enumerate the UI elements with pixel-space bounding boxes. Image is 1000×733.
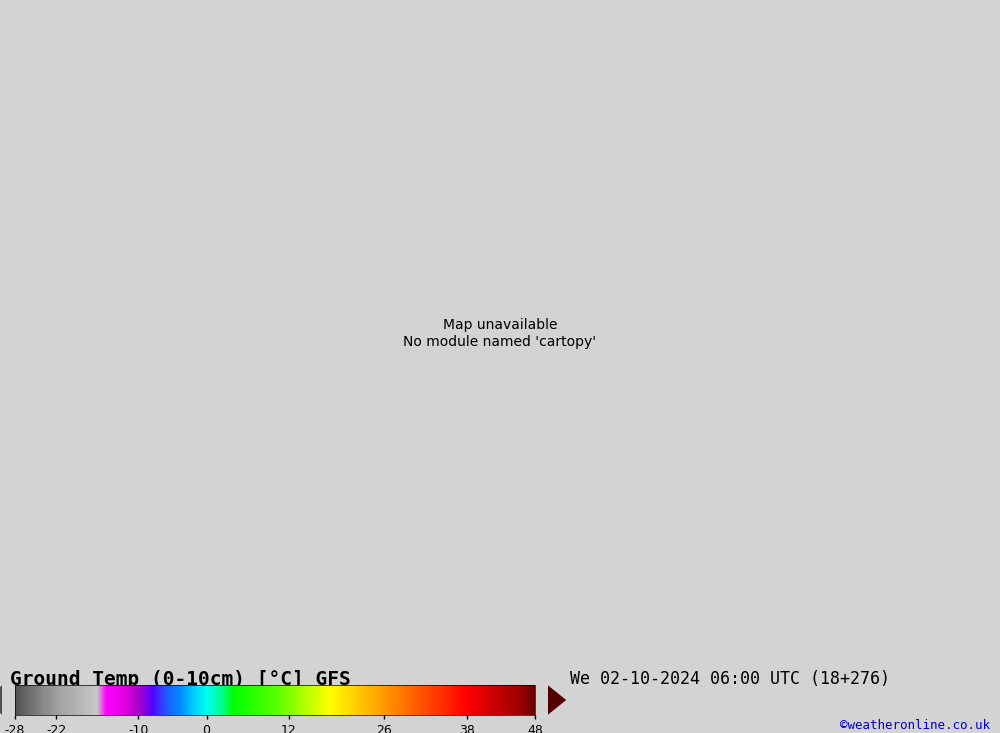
Text: ©weatheronline.co.uk: ©weatheronline.co.uk — [840, 719, 990, 732]
Polygon shape — [548, 685, 566, 715]
Text: Ground Temp (0-10cm) [°C] GFS: Ground Temp (0-10cm) [°C] GFS — [10, 670, 351, 689]
Text: We 02-10-2024 06:00 UTC (18+276): We 02-10-2024 06:00 UTC (18+276) — [570, 670, 890, 688]
Text: Map unavailable
No module named 'cartopy': Map unavailable No module named 'cartopy… — [403, 318, 597, 349]
Polygon shape — [0, 685, 2, 715]
